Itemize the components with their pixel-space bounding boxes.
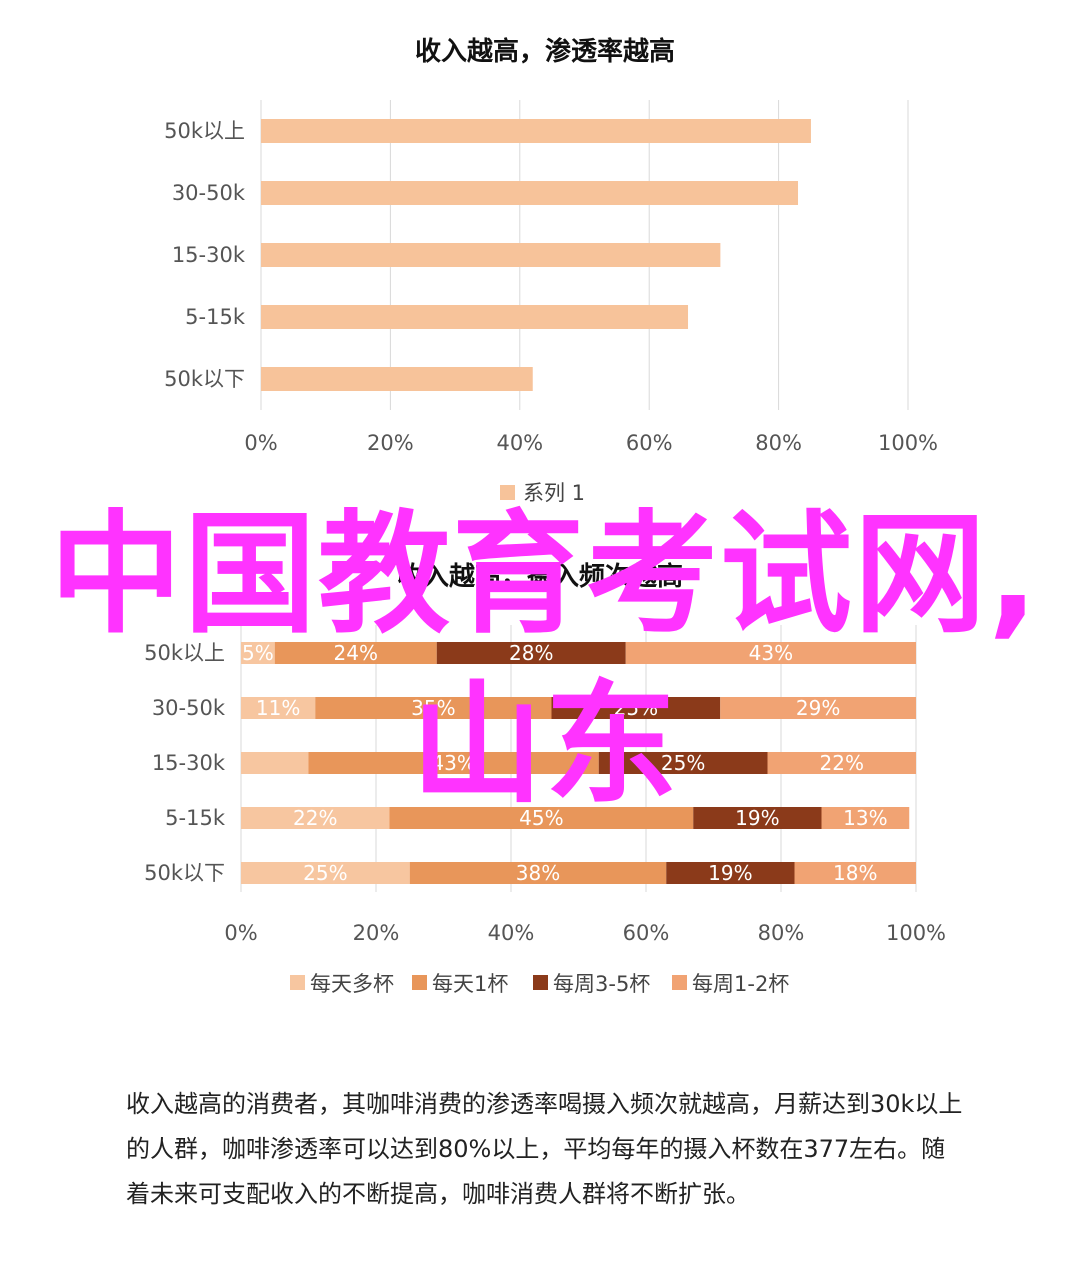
chart2-data-label: 19%	[708, 861, 752, 885]
chart2-bar-segment	[551, 697, 721, 719]
chart1-bar	[261, 243, 721, 267]
chart2-bar-segment	[693, 807, 822, 829]
chart2-x-tick-label: 20%	[353, 921, 400, 945]
chart2-data-label: 18%	[833, 861, 877, 885]
chart2-data-label: 22%	[293, 806, 337, 830]
chart2-data-label: 28%	[509, 641, 553, 665]
chart1-bar	[261, 367, 533, 391]
chart2-bar-segment	[767, 752, 916, 774]
chart2-bar-segment	[389, 807, 694, 829]
chart2-bar-segment	[241, 752, 309, 774]
chart2-bar-segment	[821, 807, 910, 829]
chart2-legend-label: 每周3-5杯	[553, 972, 650, 996]
chart2-data-label: 45%	[519, 806, 563, 830]
chart2-data-label: 5%	[242, 641, 274, 665]
chart2-data-label: 13%	[843, 806, 887, 830]
chart2-data-label: 22%	[820, 751, 864, 775]
chart2-category-label: 5-15k	[165, 806, 226, 830]
chart2-bar-segment	[794, 862, 916, 884]
chart2-category-label: 15-30k	[152, 751, 226, 775]
chart2-data-label: 29%	[796, 696, 840, 720]
chart1-x-tick-label: 0%	[244, 431, 277, 455]
chart1-category-label: 50k以下	[164, 367, 245, 391]
chart2-bar-segment	[308, 752, 599, 774]
chart2-bar-segment	[409, 862, 667, 884]
chart2-legend: 每天多杯 每天1杯 每周3-5杯 每周1-2杯	[290, 972, 789, 996]
chart2-bar-segment	[598, 752, 768, 774]
chart2-data-label: 38%	[516, 861, 560, 885]
chart2-data-label: 25%	[661, 751, 705, 775]
chart2-x-tick-label: 0%	[224, 921, 257, 945]
chart2-x-tick-label: 60%	[623, 921, 670, 945]
chart1-category-label: 5-15k	[185, 305, 246, 329]
chart2-legend-swatch	[412, 975, 427, 990]
chart1-x-tick-label: 20%	[367, 431, 414, 455]
chart2-bar-segment	[241, 807, 390, 829]
chart2-legend-label: 每天1杯	[432, 972, 508, 996]
chart1-title: 收入越高，渗透率越高	[415, 36, 675, 67]
chart2-data-label: 24%	[334, 641, 378, 665]
chart2-data-label: 11%	[256, 696, 300, 720]
chart1-x-tick-label: 80%	[755, 431, 802, 455]
chart1-category-label: 30-50k	[172, 181, 246, 205]
chart2-legend-label: 每周1-2杯	[692, 972, 789, 996]
chart2-data-label: 43%	[749, 641, 793, 665]
chart2-legend-label: 每天多杯	[310, 972, 394, 996]
frequency-chart: 收入越高，摄入频次越高 5% 24% 28% 43% 11% 35% 25% 29% 43% 25…	[144, 561, 946, 996]
penetration-chart: 收入越高，渗透率越高 50k以上 30-50k 15-30k 5-15k 50k以下 0…	[164, 36, 938, 505]
chart1-bar	[261, 305, 689, 329]
chart1-x-tick-label: 60%	[626, 431, 673, 455]
chart2-bar-segment	[436, 642, 626, 664]
chart1-bar	[261, 181, 799, 205]
chart1-x-tick-label: 40%	[496, 431, 543, 455]
chart1-legend: 系列 1	[500, 481, 585, 505]
chart2-data-label: 25%	[303, 861, 347, 885]
chart2-bar-segment	[274, 642, 437, 664]
body-paragraph: 收入越高的消费者，其咖啡消费的渗透率喝摄入频次就越高，月薪达到30k以上的人群，…	[126, 1090, 963, 1208]
chart1-x-tick-label: 100%	[878, 431, 938, 455]
chart2-legend-swatch	[533, 975, 548, 990]
legend-label-series-1: 系列 1	[523, 481, 585, 505]
chart2-x-tick-label: 40%	[488, 921, 535, 945]
chart1-category-label: 15-30k	[172, 243, 246, 267]
chart2-category-label: 30-50k	[152, 696, 226, 720]
legend-swatch-series-1	[500, 485, 515, 500]
chart2-bar-segment	[241, 862, 410, 884]
chart2-data-label: 25%	[614, 696, 658, 720]
chart2-category-label: 50k以上	[144, 641, 225, 665]
chart2-data-label: 43%	[431, 751, 475, 775]
chart1-category-label: 50k以上	[164, 119, 245, 143]
chart2-category-label: 50k以下	[144, 861, 225, 885]
chart2-bar-segment	[315, 697, 552, 719]
chart2-data-label: 35%	[411, 696, 455, 720]
chart2-bar-segment	[241, 642, 275, 664]
chart2-bar-segment	[666, 862, 795, 884]
chart2-bar-segment	[720, 697, 916, 719]
chart2-title: 收入越高，摄入频次越高	[397, 561, 683, 592]
chart2-x-tick-label: 100%	[886, 921, 946, 945]
chart2-x-tick-label: 80%	[758, 921, 805, 945]
chart2-legend-swatch	[672, 975, 687, 990]
chart2-data-label: 19%	[735, 806, 779, 830]
chart1-bar	[261, 119, 811, 143]
chart2-bar-segment	[241, 697, 316, 719]
chart2-bar-segment	[625, 642, 916, 664]
chart2-legend-swatch	[290, 975, 305, 990]
